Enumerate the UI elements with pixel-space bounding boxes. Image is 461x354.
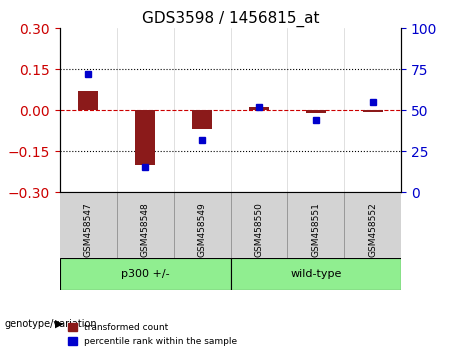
Text: GSM458549: GSM458549 xyxy=(198,202,207,257)
Bar xyxy=(135,110,155,165)
Text: genotype/variation: genotype/variation xyxy=(5,319,97,329)
Text: GSM458551: GSM458551 xyxy=(311,202,320,257)
Text: p300 +/-: p300 +/- xyxy=(121,269,170,279)
Text: ▶: ▶ xyxy=(55,319,64,329)
Text: wild-type: wild-type xyxy=(290,269,342,279)
Bar xyxy=(78,91,98,110)
Bar xyxy=(192,110,212,129)
Text: GSM458548: GSM458548 xyxy=(141,202,150,257)
FancyBboxPatch shape xyxy=(60,257,230,290)
Text: GSM458552: GSM458552 xyxy=(368,202,377,257)
Bar xyxy=(306,110,326,113)
Text: GSM458547: GSM458547 xyxy=(84,202,93,257)
Legend: transformed count, percentile rank within the sample: transformed count, percentile rank withi… xyxy=(65,320,241,349)
Bar xyxy=(363,110,383,112)
Bar xyxy=(249,108,269,110)
Title: GDS3598 / 1456815_at: GDS3598 / 1456815_at xyxy=(142,11,319,27)
Text: GSM458550: GSM458550 xyxy=(254,202,263,257)
FancyBboxPatch shape xyxy=(230,257,401,290)
